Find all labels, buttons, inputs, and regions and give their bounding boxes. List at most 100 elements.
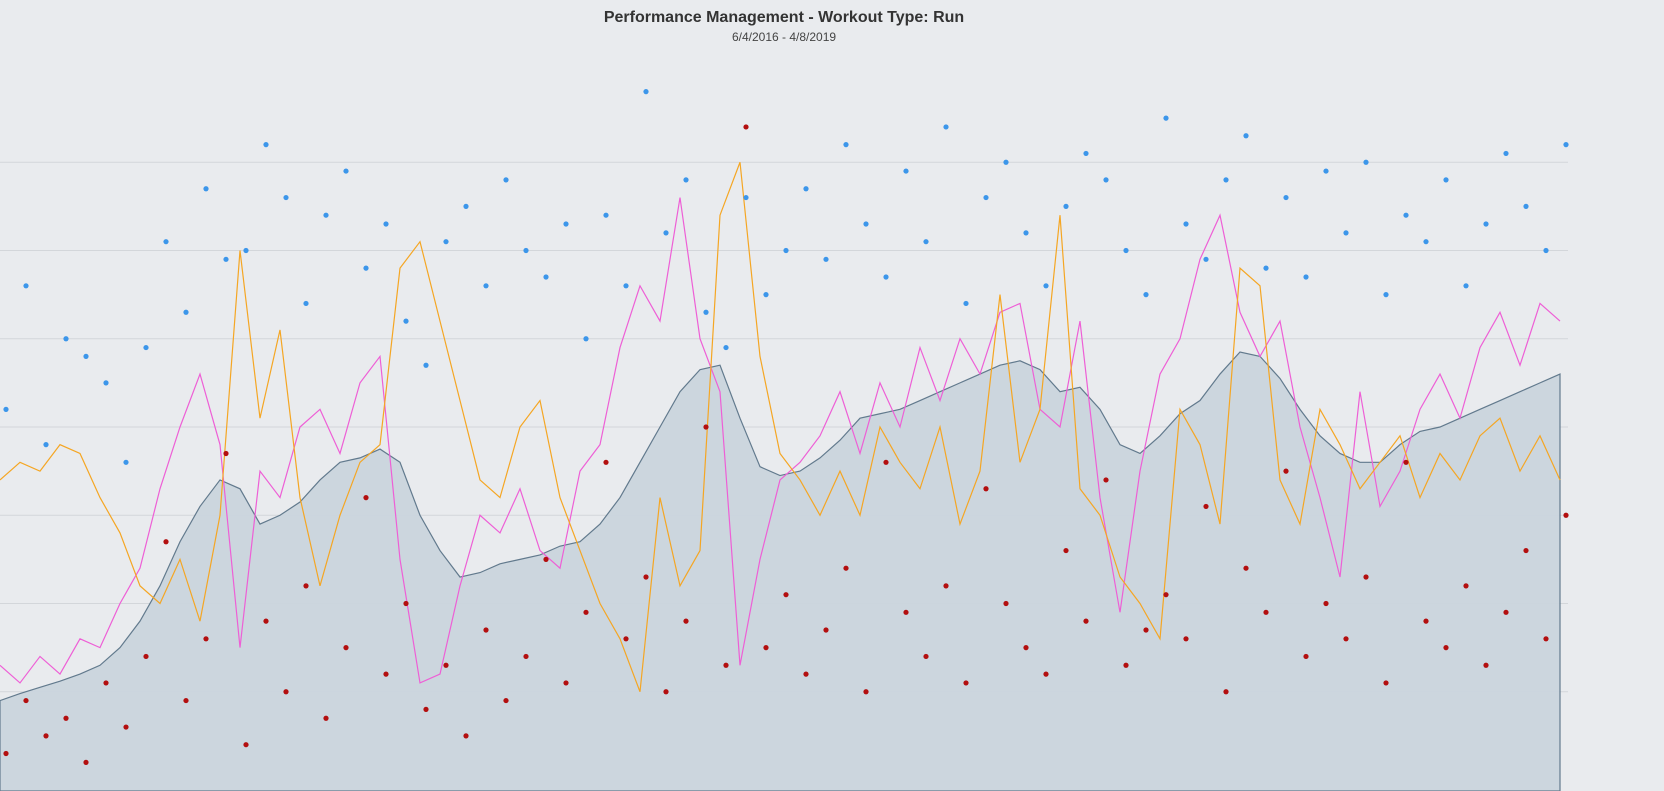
series-dot — [1123, 662, 1129, 668]
series-dot — [1243, 565, 1249, 571]
series-dot — [163, 239, 169, 245]
series-dot — [1123, 247, 1129, 254]
series-dot — [1503, 609, 1509, 615]
series-dot — [543, 274, 549, 280]
series-dot — [723, 344, 729, 351]
series-dot — [783, 592, 789, 598]
series-dot — [1423, 239, 1429, 245]
series-dot — [123, 459, 129, 465]
series-dot — [1283, 468, 1289, 474]
series-dot — [743, 124, 749, 130]
series-dot — [263, 618, 269, 624]
series-dot — [1383, 292, 1389, 298]
series-dot — [883, 274, 889, 280]
series-dot — [583, 609, 589, 615]
series-dot — [183, 697, 189, 704]
series-dot — [1063, 203, 1069, 209]
series-dot — [1183, 221, 1189, 227]
series-dot — [1403, 212, 1409, 218]
series-dot — [1163, 592, 1169, 598]
series-dot — [3, 750, 9, 757]
series-dot — [1143, 627, 1149, 633]
series-dot — [43, 733, 49, 739]
series-dot — [1463, 283, 1469, 289]
series-dot — [1383, 680, 1389, 686]
series-dot — [223, 450, 229, 457]
series-dot — [1023, 230, 1029, 236]
series-dot — [1563, 512, 1569, 518]
series-dot — [243, 742, 249, 748]
series-dot — [1183, 636, 1189, 642]
series-dot — [1083, 618, 1089, 624]
chart-title: Performance Management - Workout Type: R… — [604, 9, 964, 26]
series-dot — [363, 265, 369, 271]
series-dot — [903, 609, 909, 615]
series-dot — [803, 186, 809, 192]
series-dot — [383, 221, 389, 227]
series-dot — [283, 194, 289, 201]
series-dot — [823, 256, 829, 262]
series-dot — [383, 671, 389, 677]
series-dot — [103, 680, 109, 686]
series-dot — [523, 653, 529, 660]
series-dot — [923, 239, 929, 245]
chart-subtitle: 6/4/2016 - 4/8/2019 — [732, 30, 836, 44]
series-dot — [1523, 547, 1529, 554]
series-dot — [63, 715, 69, 721]
series-dot — [1083, 150, 1089, 157]
series-dot — [623, 636, 629, 642]
series-dot — [203, 186, 209, 192]
series-dot — [1223, 177, 1229, 183]
series-dot — [683, 618, 689, 624]
series-dot — [963, 680, 969, 686]
series-dot — [323, 715, 329, 721]
series-dot — [643, 574, 649, 580]
series-dot — [1523, 203, 1529, 209]
series-dot — [243, 247, 249, 254]
series-dot — [803, 671, 809, 677]
series-dot — [63, 336, 69, 342]
series-dot — [1283, 194, 1289, 201]
series-dot — [723, 662, 729, 668]
series-dot — [1223, 689, 1229, 695]
series-dot — [863, 221, 869, 227]
series-dot — [23, 283, 29, 289]
series-dot — [1403, 459, 1409, 465]
series-dot — [403, 600, 409, 607]
series-dot — [423, 706, 429, 713]
series-dot — [1263, 265, 1269, 271]
series-dot — [1103, 177, 1109, 183]
series-dot — [183, 309, 189, 315]
series-dot — [83, 759, 89, 765]
series-dot — [1303, 274, 1309, 280]
series-dot — [223, 256, 229, 262]
series-dot — [1483, 221, 1489, 227]
series-dot — [1343, 636, 1349, 642]
series-dot — [1003, 600, 1009, 607]
series-dot — [163, 539, 169, 545]
series-dot — [983, 194, 989, 201]
series-dot — [1323, 168, 1329, 174]
series-dot — [523, 247, 529, 254]
series-dot — [443, 662, 449, 668]
series-dot — [83, 353, 89, 359]
series-dot — [1323, 600, 1329, 607]
series-dot — [263, 142, 269, 148]
series-dot — [763, 292, 769, 298]
series-dot — [563, 221, 569, 227]
series-dot — [843, 565, 849, 571]
series-dot — [1203, 503, 1209, 510]
series-dot — [463, 203, 469, 209]
series-dot — [983, 486, 989, 492]
series-dot — [603, 459, 609, 465]
series-dot — [103, 380, 109, 386]
series-dot — [123, 724, 129, 730]
series-dot — [303, 300, 309, 307]
series-dot — [1363, 159, 1369, 165]
series-dot — [1443, 645, 1449, 651]
series-dot — [1543, 247, 1549, 254]
series-dot — [1363, 574, 1369, 580]
series-dot — [703, 309, 709, 315]
